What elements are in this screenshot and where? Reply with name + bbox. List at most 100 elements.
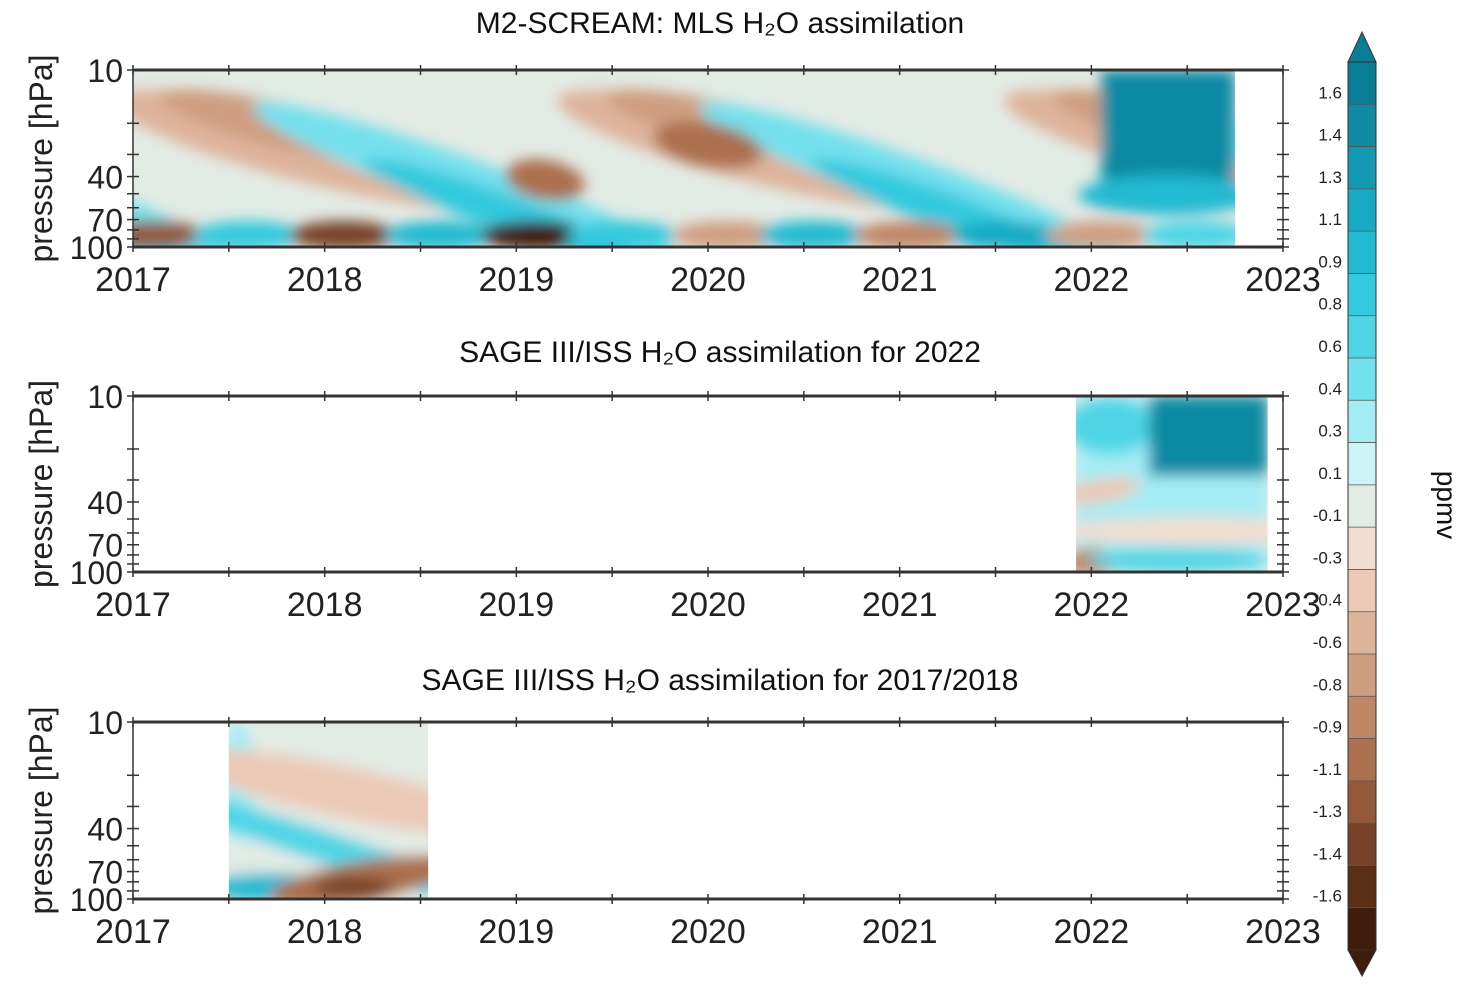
colorbar-tick-label-16: -0.9 <box>1313 718 1342 737</box>
colorbar-tick-label-11: -0.1 <box>1313 506 1342 525</box>
colorbar-segment-6 <box>1348 273 1376 317</box>
colorbar-segment-10 <box>1348 442 1376 486</box>
panel-3-field <box>228 722 429 899</box>
colorbar-bottom-arrow <box>1347 949 1377 978</box>
field-brown-dark <box>653 121 763 169</box>
panel-3-xtick-label-2018: 2018 <box>287 913 363 951</box>
field-lower-blob <box>193 221 303 247</box>
colorbar-segment-20 <box>1348 865 1376 909</box>
panel-1-xtick-label-2017: 2017 <box>95 261 171 299</box>
field-lower-blob <box>1045 221 1156 247</box>
panel-3-ytick-label-70: 70 <box>87 855 123 891</box>
field-brown-mid <box>1076 477 1141 505</box>
panel-1-xtick-label-2022: 2022 <box>1054 261 1130 299</box>
panel-2-ytick-label-10: 10 <box>87 379 123 415</box>
colorbar-segment-8 <box>1348 358 1376 401</box>
panel-2-xtick-label-2022: 2022 <box>1054 586 1130 624</box>
colorbar-segment-5 <box>1348 231 1376 274</box>
panel-1-title: M2-SCREAM: MLS H₂O assimilation <box>476 7 964 40</box>
colorbar-tick-label-20: -1.6 <box>1313 887 1342 906</box>
field-lower-blob <box>672 221 783 247</box>
panel-3-xtick-label-2020: 2020 <box>670 913 746 951</box>
colorbar-segment-16 <box>1348 696 1376 740</box>
panel-3-xtick-label-2023: 2023 <box>1245 913 1321 951</box>
colorbar-frame <box>1347 61 1377 951</box>
colorbar-tick-label-19: -1.4 <box>1313 844 1342 863</box>
panel-1-xtick-label-2021: 2021 <box>862 261 938 299</box>
colorbar-tick-label-10: 0.1 <box>1318 464 1342 483</box>
panel-1-ytick-label-100: 100 <box>70 230 123 266</box>
panel-3-ytick-label-40: 40 <box>87 812 123 848</box>
panel-1-xtick-label-2023: 2023 <box>1245 261 1321 299</box>
panel-1-xtick-label-2019: 2019 <box>479 261 555 299</box>
colorbar-tick-label-4: 1.1 <box>1318 210 1342 229</box>
colorbar-segment-2 <box>1348 104 1376 148</box>
panel-1-ytick-label-10: 10 <box>87 53 123 89</box>
panel-3-ytick-label-10: 10 <box>87 705 123 741</box>
colorbar-tick-label-7: 0.6 <box>1318 337 1342 356</box>
panel-1-ytick-label-40: 40 <box>87 160 123 196</box>
colorbar-tick-label-12: -0.3 <box>1313 548 1342 567</box>
colorbar-segment-12 <box>1348 527 1376 570</box>
panel-1-field <box>133 66 1472 247</box>
field-plume <box>1148 396 1268 476</box>
colorbar-segment-1 <box>1348 62 1376 105</box>
field-plume <box>1100 70 1236 180</box>
colorbar-tick-label-13: -0.4 <box>1313 591 1342 610</box>
panel-1-xtick-label-2020: 2020 <box>670 261 746 299</box>
colorbar-segment-11 <box>1348 484 1376 528</box>
field-lower-blob <box>566 221 677 247</box>
panel-3-xtick-label-2017: 2017 <box>95 913 171 951</box>
panel-2-contours <box>1076 396 1268 572</box>
panel-1-contours <box>133 66 1472 247</box>
panel-2-xtick-label-2019: 2019 <box>479 586 555 624</box>
field-brown-band <box>1443 66 1472 234</box>
panel-3-ytick-label-100: 100 <box>70 882 123 918</box>
field-lower-blob <box>133 221 208 247</box>
colorbar-tick-label-5: 0.9 <box>1318 252 1342 271</box>
panel-1-xtick-label-2018: 2018 <box>287 261 363 299</box>
colorbar-tick-label-1: 1.6 <box>1318 83 1342 102</box>
field-lower-blob <box>288 221 399 247</box>
colorbar-top-arrow <box>1347 30 1377 63</box>
panel-3-contours <box>228 722 429 899</box>
colorbar-tick-label-8: 0.4 <box>1318 379 1342 398</box>
colorbar-segment-18 <box>1348 780 1376 824</box>
field-plume-edge <box>1078 175 1236 215</box>
colorbar-segment-19 <box>1348 823 1376 866</box>
panel-2-ytick-label-100: 100 <box>70 555 123 591</box>
panel-2-xtick-label-2018: 2018 <box>287 586 363 624</box>
colorbar-segment-4 <box>1348 188 1376 232</box>
colorbar-tick-label-3: 1.3 <box>1318 168 1342 187</box>
field-cyan-upper <box>1076 398 1156 454</box>
panel-2-ylabel: pressure [hPa] <box>23 380 59 588</box>
colorbar-segment-15 <box>1348 654 1376 697</box>
field-lower-blob <box>758 221 869 247</box>
panel-3-xtick-label-2022: 2022 <box>1054 913 1130 951</box>
panel-2-xtick-label-2023: 2023 <box>1245 586 1321 624</box>
field-lower-blob <box>480 221 591 247</box>
field-lower-blob <box>384 221 495 247</box>
field-lower-blob <box>950 221 1061 247</box>
colorbar-label: ppmv <box>1431 471 1462 539</box>
colorbar-tick-label-6: 0.8 <box>1318 295 1342 314</box>
panel-2-ytick-label-40: 40 <box>87 485 123 521</box>
field-brown-dark <box>505 159 585 201</box>
panel-2-xtick-label-2021: 2021 <box>862 586 938 624</box>
colorbar-segment-7 <box>1348 315 1376 359</box>
panel-2-xtick-label-2020: 2020 <box>670 586 746 624</box>
panel-1-ylabel: pressure [hPa] <box>23 54 59 262</box>
colorbar-tick-label-18: -1.3 <box>1313 802 1342 821</box>
colorbar-tick-label-9: 0.3 <box>1318 422 1342 441</box>
field-brown-band <box>228 748 429 836</box>
colorbar-segment-14 <box>1348 611 1376 655</box>
colorbar-tick-label-17: -1.1 <box>1313 760 1342 779</box>
panel-3-xtick-label-2021: 2021 <box>862 913 938 951</box>
colorbar-tick-label-14: -0.6 <box>1313 633 1342 652</box>
colorbar-segment-3 <box>1348 146 1376 190</box>
panel-2-ytick-label-70: 70 <box>87 528 123 564</box>
panel-3-xtick-label-2019: 2019 <box>479 913 555 951</box>
colorbar-segment-21 <box>1348 907 1376 951</box>
